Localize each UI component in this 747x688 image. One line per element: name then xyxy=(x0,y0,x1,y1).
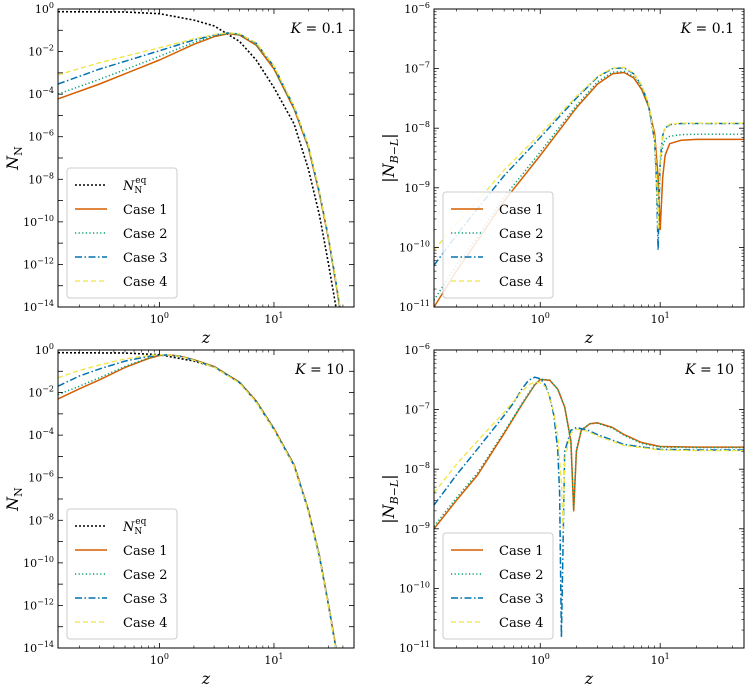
y-tick-label: 10−12 xyxy=(23,597,54,612)
x-tick-label: 100 xyxy=(531,311,550,326)
x-axis-label: z xyxy=(584,328,594,347)
series-line-case4 xyxy=(58,354,337,648)
legend-label-eq: NNeq xyxy=(122,176,147,196)
legend-box xyxy=(66,167,178,299)
panel-top-right: 10−11 10−10 10−9 10−8 10−7 10−6 100 101 z |NB−L| K… xyxy=(379,1,745,347)
y-tick-label: 10−11 xyxy=(399,299,430,314)
legend-label-case2: Case 2 xyxy=(499,227,543,242)
y-tick-label: 100 xyxy=(35,1,54,16)
y-tick-label: 10−9 xyxy=(404,180,430,195)
legend-label-case2: Case 2 xyxy=(123,568,167,583)
x-axis-label: z xyxy=(201,328,211,347)
x-axis-label: z xyxy=(201,669,211,688)
x-tick-label: 100 xyxy=(531,652,550,667)
legend-label-case4: Case 4 xyxy=(123,275,167,290)
legend-label-case4: Case 4 xyxy=(123,616,167,631)
series-group xyxy=(58,351,337,648)
x-tick-label: 100 xyxy=(150,652,169,667)
legend-label-case1: Case 1 xyxy=(499,203,543,218)
series-line-case1 xyxy=(434,378,744,530)
x-tick-label: 101 xyxy=(651,311,670,326)
k-annotation: K = 10 xyxy=(684,362,734,378)
y-tick-label: 10−10 xyxy=(23,214,54,229)
legend-box xyxy=(442,191,554,299)
y-tick-label: 10−4 xyxy=(28,86,54,101)
k-annotation: K = 10 xyxy=(294,362,344,378)
x-tick-label: 101 xyxy=(651,652,670,667)
series-line-case3 xyxy=(434,376,744,639)
series-line-case4 xyxy=(434,66,744,251)
y-tick-label: 10−10 xyxy=(399,580,430,595)
legend-label-case1: Case 1 xyxy=(123,544,167,559)
y-tick-label: 10−7 xyxy=(404,402,430,417)
axes-frame xyxy=(433,8,745,308)
series-line-eq xyxy=(58,10,337,307)
legend: NNeq Case 1 Case 2 Case 3 Case 4 xyxy=(66,508,178,640)
legend-label-case3: Case 3 xyxy=(123,592,167,607)
legend-label-case3: Case 3 xyxy=(123,251,167,266)
legend: Case 1 Case 2 Case 3 Case 4 xyxy=(442,191,554,299)
legend-label-case1: Case 1 xyxy=(499,544,543,559)
y-tick-label: 10−12 xyxy=(23,256,54,271)
legend-label-case4: Case 4 xyxy=(499,275,543,290)
y-axis-label: NN xyxy=(3,146,25,171)
y-tick-label: 10−10 xyxy=(23,555,54,570)
legend-label-case4: Case 4 xyxy=(499,616,543,631)
y-tick-label: 10−6 xyxy=(28,470,54,485)
panel-bottom-right: 10−11 10−10 10−9 10−8 10−7 10−6 100 101 z |NB−L| K… xyxy=(379,342,745,688)
y-tick-label: 10−8 xyxy=(404,120,430,135)
y-tick-label: 10−8 xyxy=(28,171,54,186)
x-axis-label: z xyxy=(584,669,594,688)
y-tick-label: 10−2 xyxy=(28,385,54,400)
y-tick-label: 10−6 xyxy=(28,129,54,144)
x-tick-label: 100 xyxy=(150,311,169,326)
k-annotation: K = 0.1 xyxy=(290,21,344,37)
series-line-case4 xyxy=(58,32,341,307)
panel-bottom-left: 10−14 10−12 10−10 10−8 10−6 10−4 10−2 100 100 101… xyxy=(3,342,355,688)
y-tick-label: 10−4 xyxy=(28,427,54,442)
x-tick-label: 101 xyxy=(264,652,283,667)
y-tick-label: 10−9 xyxy=(404,521,430,536)
y-tick-label: 10−14 xyxy=(23,299,54,314)
series-line-case4 xyxy=(434,381,744,530)
axes-frame xyxy=(433,349,745,649)
y-tick-label: 10−14 xyxy=(23,640,54,655)
y-tick-label: 10−8 xyxy=(28,512,54,527)
legend-label-case3: Case 3 xyxy=(499,592,543,607)
series-line-case2 xyxy=(434,378,744,527)
series-line-case2 xyxy=(58,32,341,307)
y-tick-label: 10−2 xyxy=(28,44,54,59)
panel-top-left: 10−14 10−12 10−10 10−8 10−6 10−4 10−2 100 100 101… xyxy=(3,1,355,347)
y-axis-label: |NB−L| xyxy=(379,133,401,182)
legend-label-eq: NNeq xyxy=(122,517,147,537)
y-tick-label: 10−7 xyxy=(404,61,430,76)
y-axis-label: NN xyxy=(3,487,25,512)
series-group xyxy=(434,66,744,307)
k-annotation: K = 0.1 xyxy=(680,21,734,37)
legend-label-case2: Case 2 xyxy=(123,227,167,242)
y-tick-label: 10−10 xyxy=(399,239,430,254)
legend-label-case2: Case 2 xyxy=(499,568,543,583)
legend: NNeq Case 1 Case 2 Case 3 Case 4 xyxy=(66,167,178,299)
legend: Case 1 Case 2 Case 3 Case 4 xyxy=(442,532,554,640)
y-axis-label: |NB−L| xyxy=(379,474,401,523)
y-tick-label: 10−8 xyxy=(404,461,430,476)
y-tick-label: 10−11 xyxy=(399,640,430,655)
y-tick-label: 100 xyxy=(35,342,54,357)
series-group xyxy=(434,376,744,639)
legend-box xyxy=(66,508,178,640)
legend-label-case3: Case 3 xyxy=(499,251,543,266)
series-line-case2 xyxy=(434,70,744,301)
y-tick-label: 10−6 xyxy=(404,342,430,357)
x-tick-label: 101 xyxy=(264,311,283,326)
series-group xyxy=(58,10,341,307)
y-tick-label: 10−6 xyxy=(404,1,430,16)
legend-label-case1: Case 1 xyxy=(123,203,167,218)
legend-box xyxy=(442,532,554,640)
